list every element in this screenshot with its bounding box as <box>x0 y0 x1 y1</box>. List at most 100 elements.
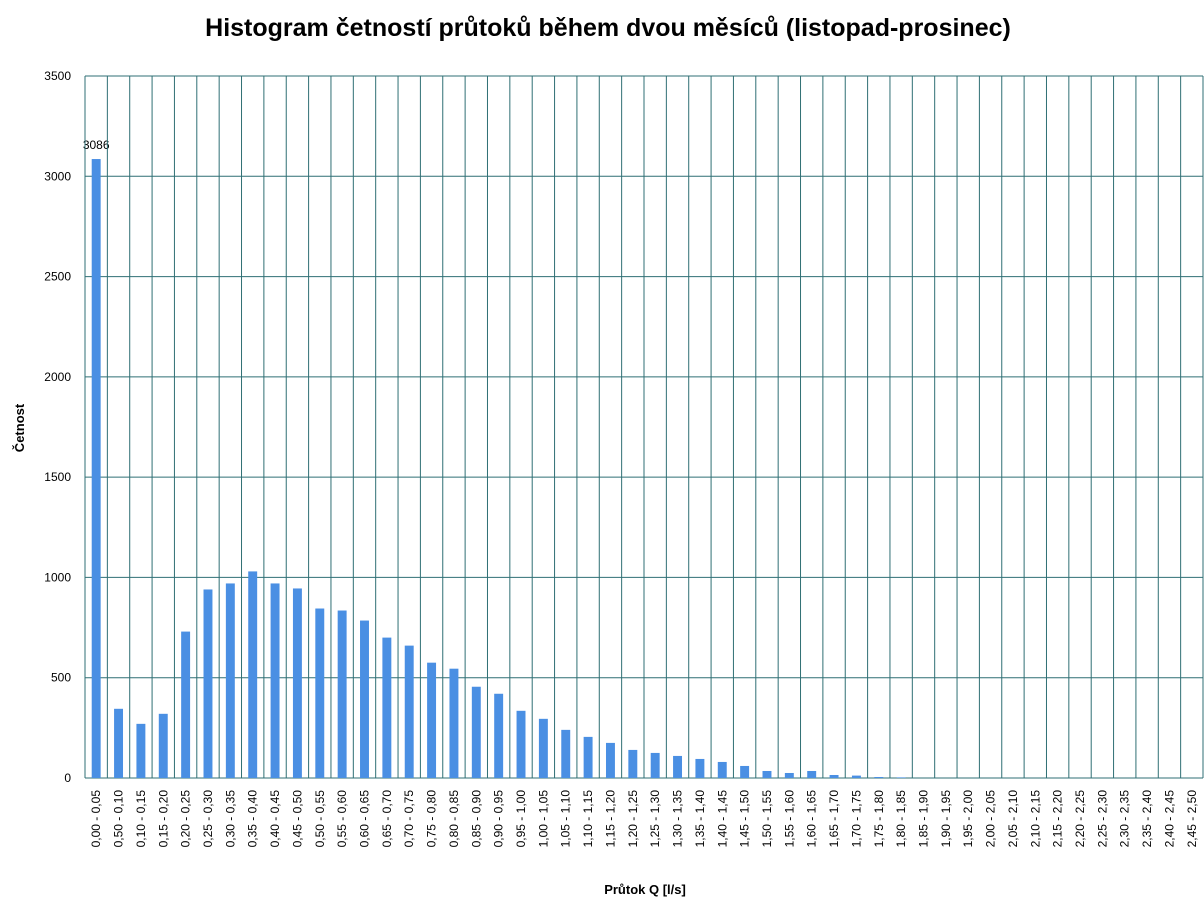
x-tick-label: 1,35 - 1,40 <box>693 790 707 848</box>
x-tick-label: 2,40 - 2,45 <box>1162 790 1176 848</box>
bar <box>270 583 280 778</box>
x-tick-label: 2,00 - 2,05 <box>984 790 998 848</box>
y-axis-title: Četnost <box>12 403 27 452</box>
y-tick-label: 1000 <box>44 570 71 584</box>
x-tick-label: 1,55 - 1,60 <box>782 790 796 848</box>
bar <box>181 631 191 778</box>
x-tick-label: 1,95 - 2,00 <box>961 790 975 848</box>
x-tick-label: 2,15 - 2,20 <box>1051 790 1065 848</box>
bar <box>650 752 660 778</box>
y-tick-label: 1500 <box>44 470 71 484</box>
bar <box>114 708 124 778</box>
x-tick-label: 0,55 - 0,60 <box>335 790 349 848</box>
x-tick-label: 1,90 - 1,95 <box>939 790 953 848</box>
bar <box>561 729 571 778</box>
x-tick-label: 0,60 - 0,65 <box>358 790 372 848</box>
bar <box>516 710 526 778</box>
bar <box>583 736 593 778</box>
bar <box>404 645 414 778</box>
x-tick-label: 2,30 - 2,35 <box>1118 790 1132 848</box>
x-tick-label: 2,20 - 2,25 <box>1073 790 1087 848</box>
bar <box>874 776 884 778</box>
bar <box>203 589 213 778</box>
x-tick-label: 0,80 - 0,85 <box>447 790 461 848</box>
x-tick-label: 1,45 - 1,50 <box>738 790 752 848</box>
x-tick-label: 1,50 - 1,55 <box>760 790 774 848</box>
x-tick-label: 0,70 - 0,75 <box>402 790 416 848</box>
bar <box>807 770 817 778</box>
x-tick-label: 1,25 - 1,30 <box>648 790 662 848</box>
bar <box>829 774 839 778</box>
x-tick-label: 0,50 - 0,10 <box>112 790 126 848</box>
x-tick-label: 2,05 - 2,10 <box>1006 790 1020 848</box>
x-tick-label: 1,30 - 1,35 <box>671 790 685 848</box>
y-tick-label: 500 <box>51 671 71 685</box>
bar <box>605 742 615 778</box>
x-tick-label: 0,00 - 0,05 <box>89 790 103 848</box>
x-tick-label: 1,75 - 1,80 <box>872 790 886 848</box>
x-tick-label: 0,10 - 0,15 <box>134 790 148 848</box>
x-tick-label: 0,85 - 0,90 <box>469 790 483 848</box>
x-tick-label: 0,50 - 0,55 <box>313 790 327 848</box>
x-tick-label: 1,15 - 1,20 <box>603 790 617 848</box>
bar <box>740 765 750 778</box>
bar <box>136 723 146 778</box>
x-tick-label: 2,10 - 2,15 <box>1028 790 1042 848</box>
x-tick-label: 1,10 - 1,15 <box>581 790 595 848</box>
bar <box>538 718 548 778</box>
x-tick-label: 2,45 - 2,50 <box>1185 790 1199 848</box>
x-tick-label: 1,20 - 1,25 <box>626 790 640 848</box>
bar <box>673 755 683 778</box>
x-tick-label: 0,95 - 1,00 <box>514 790 528 848</box>
x-axis-title: Průtok Q [l/s] <box>604 882 686 897</box>
bar <box>158 713 168 778</box>
bar <box>896 777 906 778</box>
bar <box>851 775 861 778</box>
y-tick-label: 2000 <box>44 370 71 384</box>
x-tick-label: 1,05 - 1,10 <box>559 790 573 848</box>
x-tick-label: 0,65 - 0,70 <box>380 790 394 848</box>
x-tick-label: 0,25 - 0,30 <box>201 790 215 848</box>
chart-title: Histogram četností průtoků během dvou mě… <box>205 14 1011 42</box>
bar <box>315 608 325 778</box>
bar <box>628 749 638 778</box>
y-tick-label: 3500 <box>44 69 71 83</box>
x-tick-label: 2,25 - 2,30 <box>1095 790 1109 848</box>
x-tick-label: 1,60 - 1,65 <box>805 790 819 848</box>
bar <box>427 662 437 778</box>
bar <box>449 668 459 778</box>
bar <box>337 610 347 778</box>
y-tick-label: 2500 <box>44 270 71 284</box>
x-tick-label: 1,80 - 1,85 <box>894 790 908 848</box>
bar <box>784 772 794 778</box>
bar <box>360 620 369 778</box>
y-tick-label: 0 <box>64 771 71 785</box>
bar <box>292 588 302 778</box>
x-tick-label: 0,40 - 0,45 <box>268 790 282 848</box>
bar <box>695 758 705 778</box>
bar <box>248 571 258 778</box>
x-tick-label: 0,15 - 0,20 <box>156 790 170 848</box>
x-tick-label: 1,70 - 1,75 <box>849 790 863 848</box>
bar <box>762 770 772 778</box>
x-tick-label: 1,40 - 1,45 <box>715 790 729 848</box>
bar <box>471 686 481 778</box>
x-tick-label: 1,85 - 1,90 <box>917 790 931 848</box>
x-tick-label: 0,35 - 0,40 <box>246 790 260 848</box>
x-tick-label: 0,90 - 0,95 <box>492 790 506 848</box>
bar <box>717 761 727 778</box>
x-tick-label: 0,20 - 0,25 <box>179 790 193 848</box>
x-tick-label: 1,00 - 1,05 <box>536 790 550 848</box>
x-tick-label: 0,75 - 0,80 <box>425 790 439 848</box>
data-label: 3086 <box>83 138 110 152</box>
bar <box>494 693 504 778</box>
x-tick-label: 2,35 - 2,40 <box>1140 790 1154 848</box>
x-tick-label: 0,45 - 0,50 <box>290 790 304 848</box>
bar <box>382 637 392 778</box>
bar <box>225 583 235 778</box>
x-tick-label: 0,30 - 0,35 <box>223 790 237 848</box>
y-tick-label: 3000 <box>44 169 71 183</box>
x-tick-label: 1,65 - 1,70 <box>827 790 841 848</box>
